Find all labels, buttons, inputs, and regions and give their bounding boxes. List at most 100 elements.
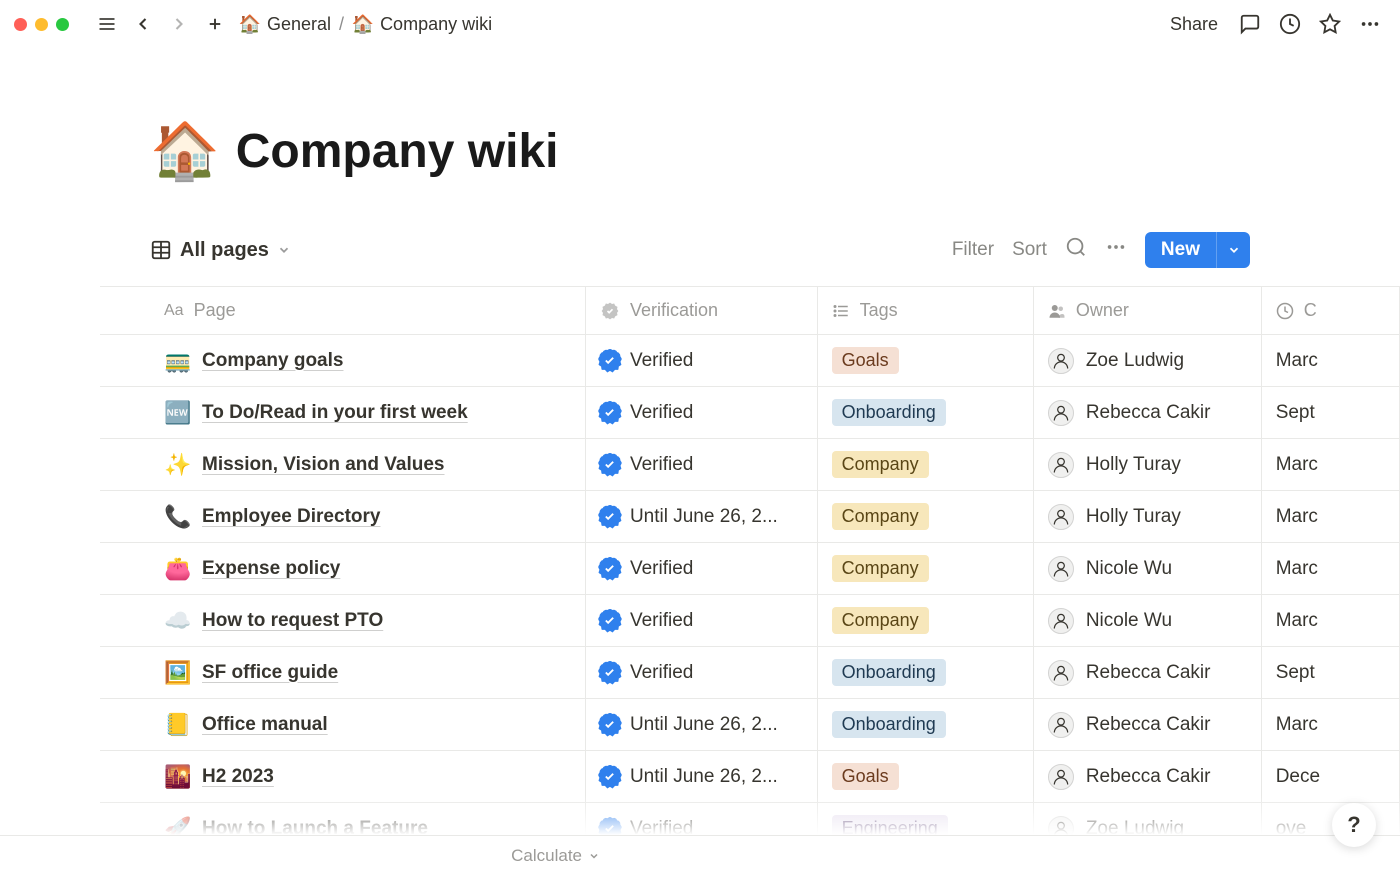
row-emoji: 📞 — [164, 504, 190, 530]
page-content: 🏠 Company wiki All pages Filter Sort New — [0, 118, 1400, 855]
tags-column-header[interactable]: Tags — [860, 300, 898, 321]
row-emoji: 🚃 — [164, 348, 190, 374]
tag-pill[interactable]: Goals — [832, 763, 899, 790]
table-footer: Calculate — [0, 835, 1400, 875]
avatar — [1048, 608, 1074, 634]
tag-pill[interactable]: Onboarding — [832, 711, 946, 738]
database-table: Aa Page Verification Tags — [100, 286, 1400, 855]
created-value: Sept — [1276, 402, 1315, 423]
row-title[interactable]: Employee Directory — [202, 506, 380, 528]
window-controls — [14, 18, 69, 31]
table-row[interactable]: ✨ Mission, Vision and Values Verified Co… — [100, 439, 1400, 491]
view-tab[interactable]: All pages — [150, 239, 291, 262]
chevron-down-icon — [588, 850, 600, 862]
share-button[interactable]: Share — [1162, 10, 1226, 39]
topbar-right: Share — [1162, 8, 1386, 40]
verified-badge-icon — [600, 507, 620, 527]
view-more-icon[interactable] — [1105, 236, 1127, 264]
tag-pill[interactable]: Company — [832, 503, 929, 530]
back-button[interactable] — [127, 8, 159, 40]
owner-column-icon — [1048, 302, 1066, 320]
tag-pill[interactable]: Company — [832, 607, 929, 634]
calculate-button[interactable]: Calculate — [511, 846, 600, 866]
topbar: 🏠 General / 🏠 Company wiki Share — [0, 0, 1400, 48]
tag-pill[interactable]: Company — [832, 555, 929, 582]
verification-value: Until June 26, 2... — [630, 506, 778, 528]
owner-name: Holly Turay — [1086, 454, 1181, 476]
minimize-window-button[interactable] — [35, 18, 48, 31]
table-row[interactable]: 📒 Office manual Until June 26, 2... Onbo… — [100, 699, 1400, 751]
row-title[interactable]: Mission, Vision and Values — [202, 454, 445, 476]
row-title[interactable]: To Do/Read in your first week — [202, 402, 468, 424]
verification-value: Until June 26, 2... — [630, 766, 778, 788]
table-row[interactable]: 🚃 Company goals Verified Goals Zoe Ludwi… — [100, 335, 1400, 387]
page-title-text[interactable]: Company wiki — [236, 124, 559, 179]
owner-name: Nicole Wu — [1086, 558, 1172, 580]
created-column-header[interactable]: C — [1304, 300, 1317, 321]
table-row[interactable]: 👛 Expense policy Verified Company Nicole… — [100, 543, 1400, 595]
breadcrumb-current[interactable]: Company wiki — [380, 14, 492, 35]
verified-badge-icon — [600, 455, 620, 475]
verification-value: Verified — [630, 350, 693, 372]
new-button[interactable]: New — [1145, 232, 1216, 268]
tag-pill[interactable]: Onboarding — [832, 659, 946, 686]
created-value: Dece — [1276, 766, 1320, 787]
more-icon[interactable] — [1354, 8, 1386, 40]
page-column-icon: Aa — [164, 302, 184, 320]
breadcrumb-parent[interactable]: General — [267, 14, 331, 35]
close-window-button[interactable] — [14, 18, 27, 31]
tag-pill[interactable]: Goals — [832, 347, 899, 374]
table-row[interactable]: 📞 Employee Directory Until June 26, 2...… — [100, 491, 1400, 543]
avatar — [1048, 556, 1074, 582]
breadcrumb: 🏠 General / 🏠 Company wiki — [239, 13, 492, 35]
view-bar: All pages Filter Sort New — [150, 232, 1400, 268]
verification-value: Verified — [630, 558, 693, 580]
menu-icon[interactable] — [91, 8, 123, 40]
row-title[interactable]: H2 2023 — [202, 766, 274, 788]
comments-icon[interactable] — [1234, 8, 1266, 40]
row-title[interactable]: Expense policy — [202, 558, 340, 580]
maximize-window-button[interactable] — [56, 18, 69, 31]
created-value: Marc — [1276, 350, 1318, 371]
tag-pill[interactable]: Company — [832, 451, 929, 478]
page-emoji[interactable]: 🏠 — [150, 118, 220, 184]
forward-button[interactable] — [163, 8, 195, 40]
table-view-icon — [150, 239, 172, 261]
owner-name: Holly Turay — [1086, 506, 1181, 528]
avatar — [1048, 660, 1074, 686]
owner-name: Rebecca Cakir — [1086, 402, 1211, 424]
table-row[interactable]: 🆕 To Do/Read in your first week Verified… — [100, 387, 1400, 439]
row-title[interactable]: SF office guide — [202, 662, 338, 684]
owner-column-header[interactable]: Owner — [1076, 300, 1129, 321]
verification-column-header[interactable]: Verification — [630, 300, 718, 321]
page-title: 🏠 Company wiki — [150, 118, 1400, 184]
table-row[interactable]: ☁️ How to request PTO Verified Company N… — [100, 595, 1400, 647]
verification-value: Until June 26, 2... — [630, 714, 778, 736]
owner-name: Rebecca Cakir — [1086, 714, 1211, 736]
search-icon[interactable] — [1065, 236, 1087, 264]
verification-value: Verified — [630, 610, 693, 632]
favorite-icon[interactable] — [1314, 8, 1346, 40]
new-tab-button[interactable] — [199, 8, 231, 40]
tag-pill[interactable]: Onboarding — [832, 399, 946, 426]
row-emoji: 🆕 — [164, 400, 190, 426]
row-title[interactable]: Company goals — [202, 350, 343, 372]
verified-badge-icon — [600, 767, 620, 787]
row-emoji: ✨ — [164, 452, 190, 478]
table-row[interactable]: 🖼️ SF office guide Verified Onboarding R… — [100, 647, 1400, 699]
filter-button[interactable]: Filter — [952, 239, 994, 261]
breadcrumb-parent-icon: 🏠 — [239, 13, 261, 35]
sort-button[interactable]: Sort — [1012, 239, 1047, 261]
avatar — [1048, 452, 1074, 478]
owner-name: Rebecca Cakir — [1086, 662, 1211, 684]
help-button[interactable]: ? — [1332, 803, 1376, 847]
updates-icon[interactable] — [1274, 8, 1306, 40]
row-title[interactable]: How to request PTO — [202, 610, 383, 632]
row-emoji: 🌇 — [164, 764, 190, 790]
page-column-header[interactable]: Page — [194, 300, 236, 321]
table-row[interactable]: 🌇 H2 2023 Until June 26, 2... Goals Rebe… — [100, 751, 1400, 803]
verification-value: Verified — [630, 454, 693, 476]
new-button-dropdown[interactable] — [1216, 232, 1250, 268]
avatar — [1048, 764, 1074, 790]
row-title[interactable]: Office manual — [202, 714, 328, 736]
